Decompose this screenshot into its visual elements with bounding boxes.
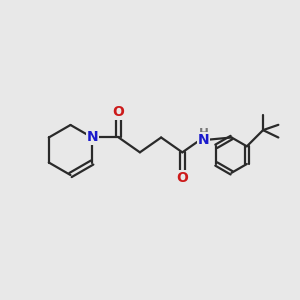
Text: N: N <box>86 130 98 145</box>
Text: N: N <box>198 133 209 146</box>
Text: O: O <box>176 171 188 185</box>
Text: O: O <box>113 105 124 119</box>
Text: H: H <box>199 127 208 140</box>
